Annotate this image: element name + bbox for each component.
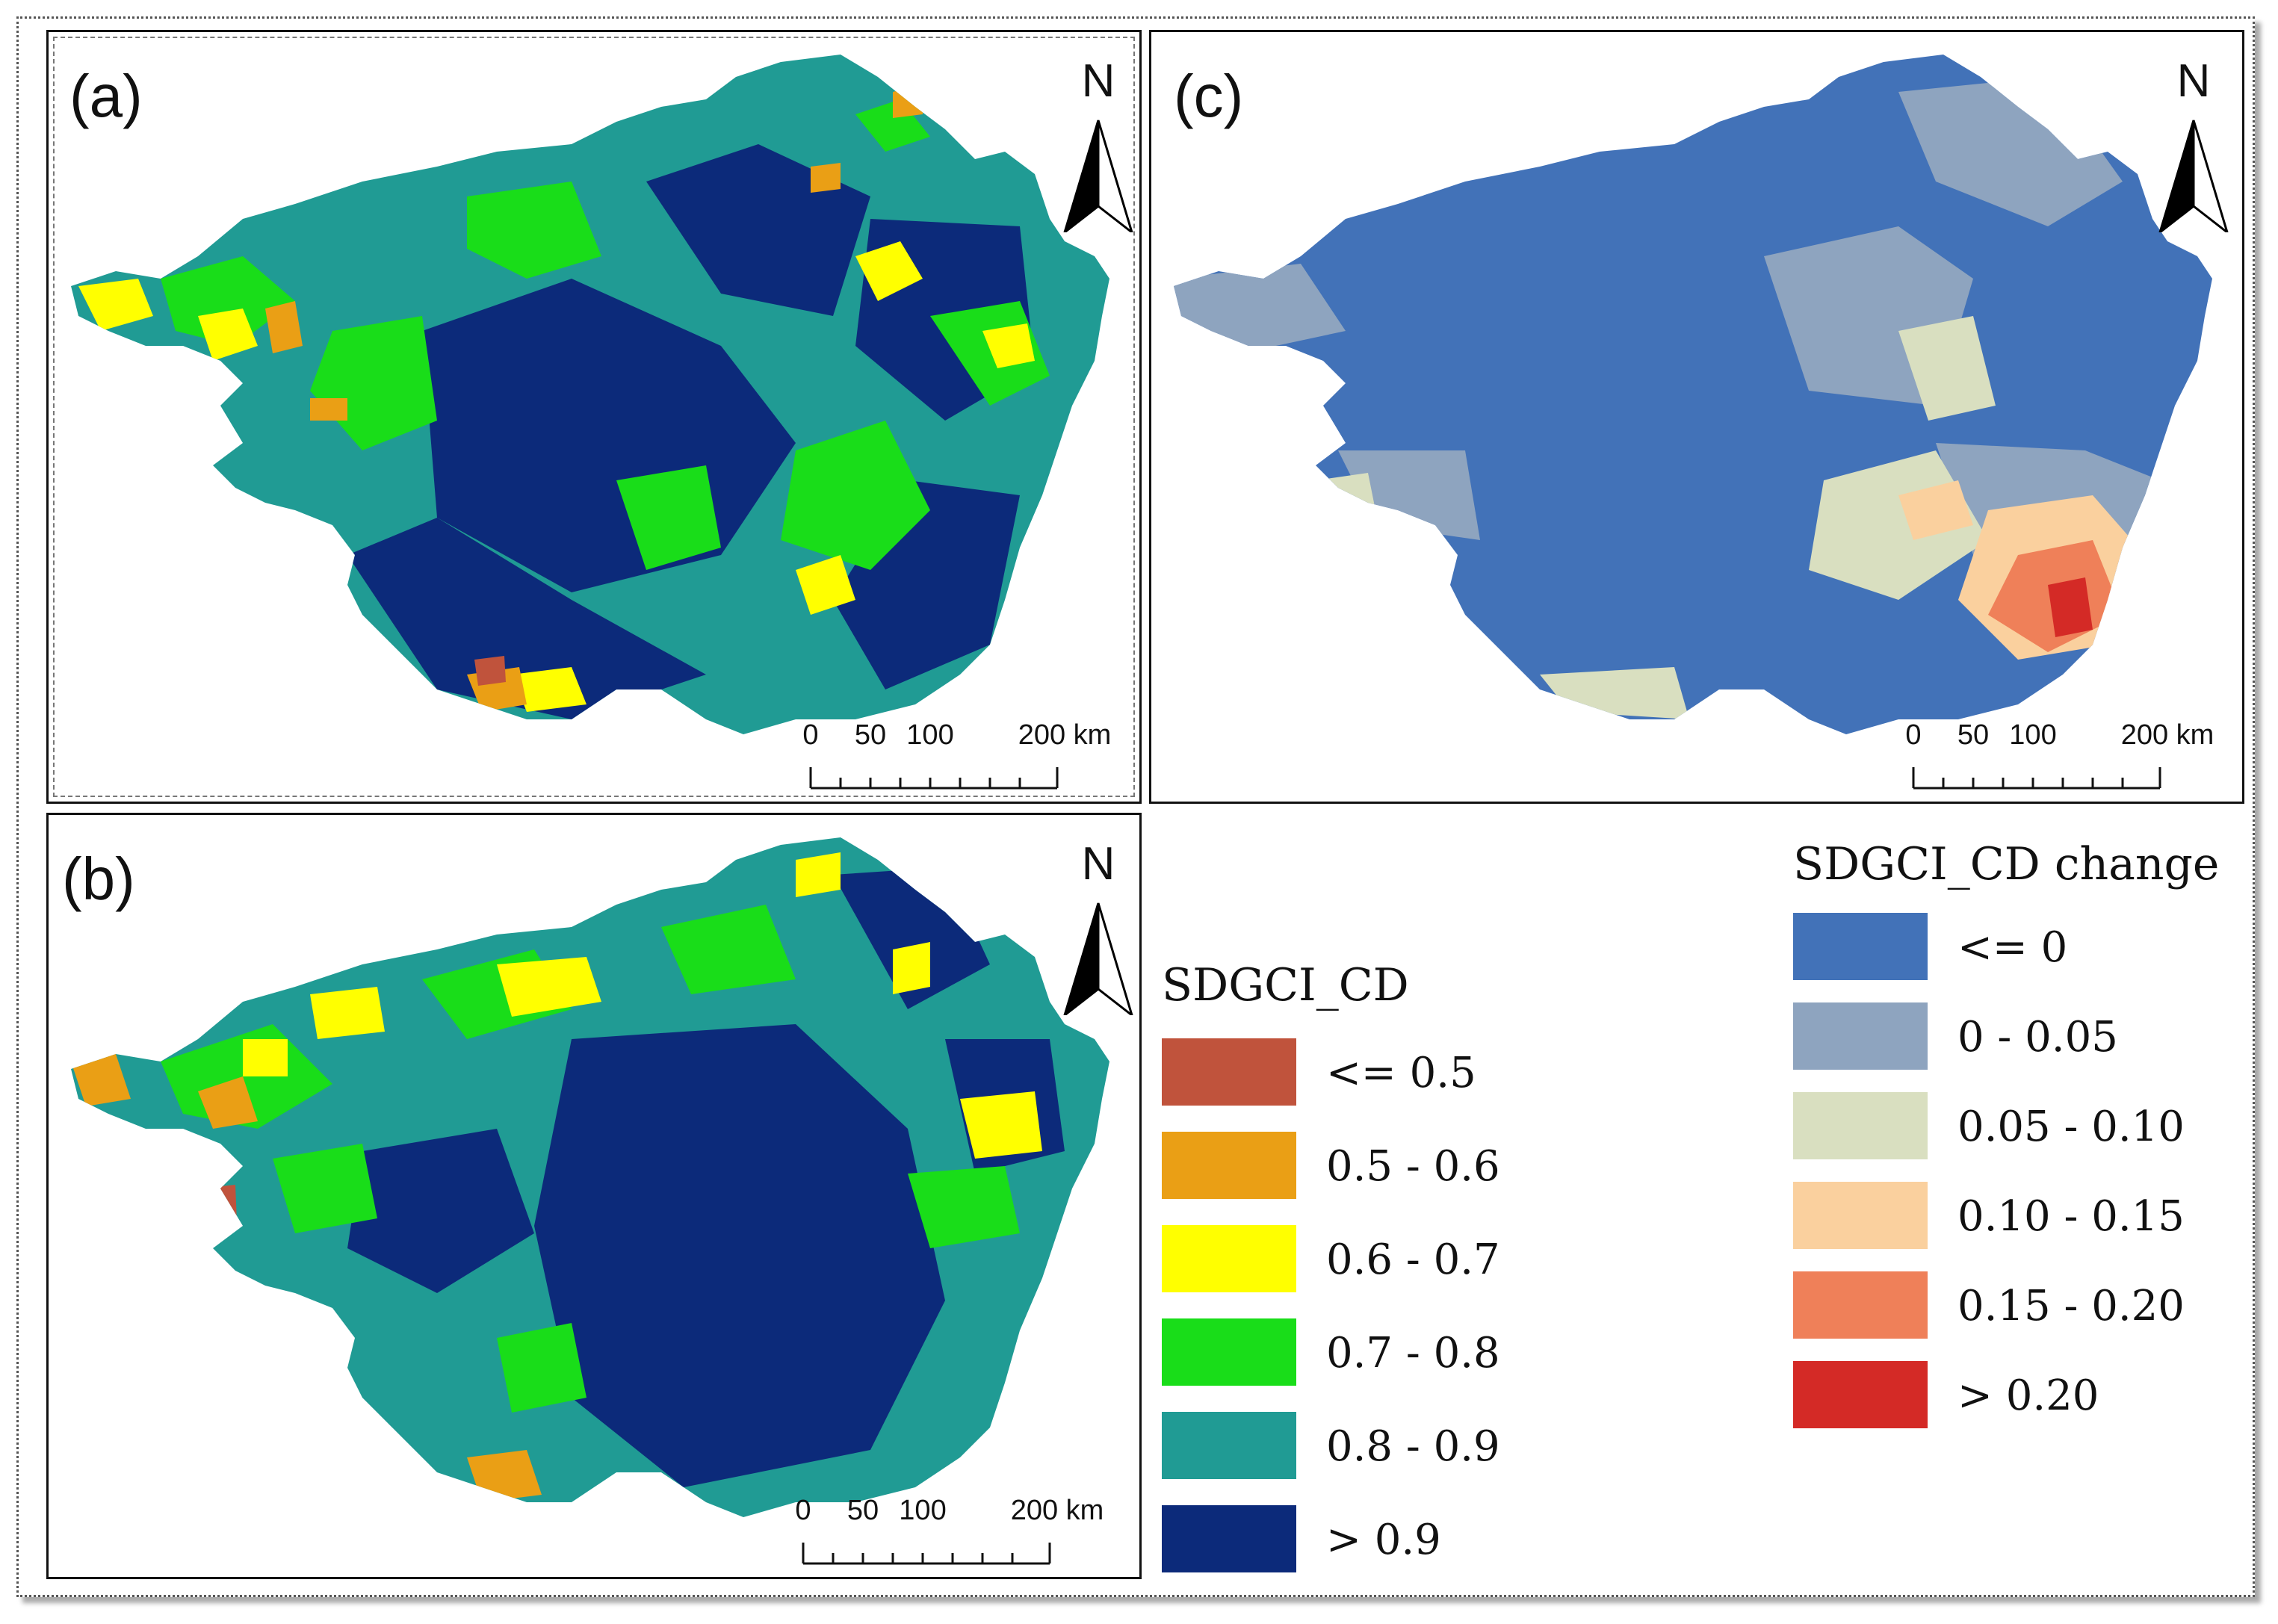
scale-tick: 100 (906, 719, 954, 751)
legend-sdgci-cd: SDGCI_CD <= 0.5 0.5 - 0.6 0.6 - 0.7 0.7 … (1162, 949, 1610, 1576)
scale-bar-a: 0 50 100 200 km (796, 719, 1111, 794)
legend-label: 0.8 - 0.9 (1326, 1422, 1500, 1471)
legend-label: 0.05 - 0.10 (1957, 1103, 2185, 1151)
legend-label: > 0.20 (1957, 1372, 2099, 1420)
scale-tick: 50 (1957, 719, 1990, 751)
map-panel-a: (a) N 0 50 100 200 km (46, 30, 1142, 804)
scale-tick: 0 (802, 719, 819, 751)
scale-tick: 200 km (2120, 719, 2214, 751)
panel-label-c: (c) (1174, 63, 1244, 129)
legend-swatch (1162, 1132, 1296, 1199)
legend-sdgci-cd-change: SDGCI_CD change <= 0 0 - 0.05 0.05 - 0.1… (1793, 829, 2256, 1442)
north-arrow-icon (2158, 120, 2229, 232)
scale-tick: 50 (854, 719, 887, 751)
north-arrow-icon (1063, 120, 1133, 232)
panel-label-a: (a) (69, 63, 143, 129)
north-arrow-c: N (2152, 55, 2235, 232)
scale-bar-c: 0 50 100 200 km (1898, 719, 2214, 794)
legend-label: 0.5 - 0.6 (1326, 1142, 1500, 1191)
legend-swatch (1162, 1225, 1296, 1292)
north-arrow-a: N (1057, 55, 1139, 232)
region-map-c (1174, 55, 2212, 734)
legend-swatch (1162, 1318, 1296, 1386)
north-arrow-b: N (1057, 838, 1139, 1015)
legend-label: 0.15 - 0.20 (1957, 1282, 2185, 1330)
north-arrow-letter: N (2176, 55, 2211, 107)
panel-label-b: (b) (62, 846, 135, 912)
scale-bar-graphic (809, 767, 1059, 790)
legend-swatch (1793, 1002, 1928, 1070)
scale-tick: 0 (1905, 719, 1922, 751)
north-arrow-letter: N (1081, 55, 1115, 107)
legend-swatch (1793, 1182, 1928, 1249)
map-panel-b: (b) N 0 50 100 200 km (46, 813, 1142, 1579)
north-arrow-letter: N (1081, 838, 1115, 890)
legend-title: SDGCI_CD (1162, 959, 1409, 1011)
scale-tick: 100 (899, 1495, 947, 1526)
legend-label: 0 - 0.05 (1957, 1013, 2118, 1062)
legend-swatch (1793, 1271, 1928, 1339)
legend-label: <= 0.5 (1326, 1049, 1476, 1097)
legend-swatch (1793, 913, 1928, 980)
legend-label: 0.7 - 0.8 (1326, 1329, 1500, 1377)
legend-title: SDGCI_CD change (1793, 838, 2220, 890)
scale-tick: 0 (795, 1495, 811, 1526)
scale-tick: 200 km (1010, 1495, 1104, 1526)
legend-swatch (1162, 1412, 1296, 1479)
legend-swatch (1162, 1038, 1296, 1106)
scale-bar-b: 0 50 100 200 km (788, 1495, 1104, 1569)
legend-label: <= 0 (1957, 923, 2068, 972)
legend-swatch (1162, 1505, 1296, 1572)
scale-bar-graphic (1912, 767, 2161, 790)
region-map-a (71, 55, 1109, 734)
region-map-b (71, 837, 1109, 1517)
legend-label: 0.6 - 0.7 (1326, 1236, 1500, 1284)
scale-tick: 200 km (1018, 719, 1112, 751)
map-panel-c: (c) N 0 50 100 200 km (1149, 30, 2244, 804)
north-arrow-icon (1063, 902, 1133, 1015)
legend-swatch (1793, 1361, 1928, 1428)
legend-label: > 0.9 (1326, 1516, 1441, 1564)
legend-label: 0.10 - 0.15 (1957, 1192, 2185, 1241)
scale-tick: 50 (846, 1495, 879, 1526)
legend-swatch (1793, 1092, 1928, 1159)
scale-bar-graphic (802, 1543, 1051, 1565)
scale-tick: 100 (2009, 719, 2057, 751)
